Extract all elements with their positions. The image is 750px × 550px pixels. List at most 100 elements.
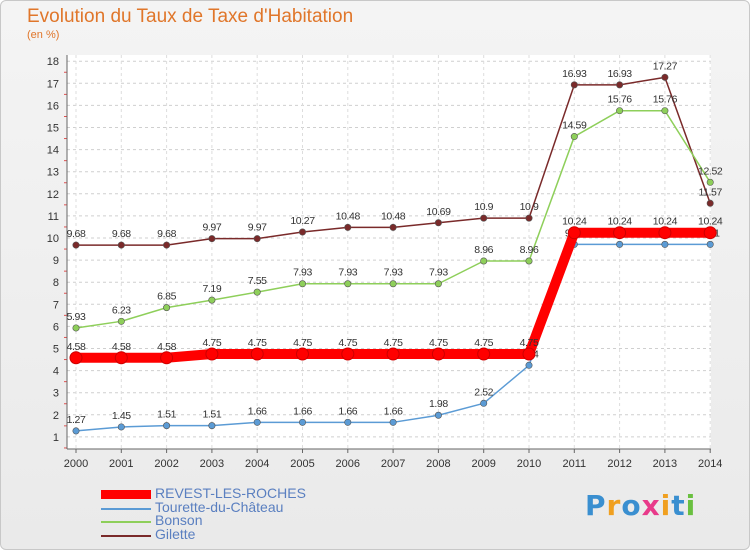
data-label: 7.93 xyxy=(338,267,357,279)
data-label: 4.75 xyxy=(384,337,403,349)
chart-subtitle: (en %) xyxy=(27,29,60,41)
data-label: 1.66 xyxy=(293,405,312,417)
data-point xyxy=(72,324,80,332)
data-label: 7.93 xyxy=(429,267,448,279)
data-label: 5.93 xyxy=(67,311,86,323)
data-label: 1.66 xyxy=(338,405,357,417)
legend-label: Bonson xyxy=(155,512,203,528)
data-point xyxy=(431,347,445,361)
data-label: 10.24 xyxy=(698,216,723,228)
data-label: 11.57 xyxy=(698,186,722,198)
legend-label: Tourette-du-Château xyxy=(155,498,284,515)
data-point xyxy=(117,317,125,325)
data-point xyxy=(434,411,442,419)
data-label: 1.66 xyxy=(384,405,403,417)
data-point xyxy=(570,133,578,141)
y-tick-label: 8 xyxy=(53,277,59,289)
data-label: 4.75 xyxy=(293,337,312,349)
data-point xyxy=(480,257,488,265)
data-label: 7.19 xyxy=(202,283,221,295)
data-point xyxy=(706,240,714,248)
data-point xyxy=(434,219,442,227)
data-point xyxy=(208,422,216,430)
data-label: 4.75 xyxy=(338,337,357,349)
y-tick-label: 7 xyxy=(53,299,59,311)
legend-item: REVEST-LES-ROCHES xyxy=(101,485,361,501)
x-tick-label: 2007 xyxy=(381,458,405,470)
y-tick-label: 9 xyxy=(53,255,59,267)
data-point xyxy=(298,228,306,236)
data-point xyxy=(205,347,219,361)
y-tick-label: 6 xyxy=(53,321,59,333)
data-point xyxy=(341,347,355,361)
data-label: 4.75 xyxy=(520,337,539,349)
data-point xyxy=(613,226,627,240)
legend-label: Gilette xyxy=(155,525,196,542)
data-point xyxy=(570,81,578,89)
logo-letter: i xyxy=(660,489,672,522)
data-label: 7.55 xyxy=(248,275,267,287)
data-label: 10.9 xyxy=(520,201,539,213)
data-label: 1.45 xyxy=(112,410,131,422)
data-point xyxy=(480,214,488,222)
data-label: 4.75 xyxy=(248,337,267,349)
data-point xyxy=(208,235,216,243)
data-point xyxy=(522,347,536,361)
x-tick-label: 2014 xyxy=(698,458,722,470)
data-point xyxy=(434,280,442,288)
data-label: 8.96 xyxy=(474,244,493,256)
data-point xyxy=(389,223,397,231)
data-label: 1.27 xyxy=(67,414,86,426)
data-point xyxy=(525,361,533,369)
y-tick-label: 2 xyxy=(53,410,59,422)
x-tick-label: 2008 xyxy=(426,458,450,470)
data-label: 14.59 xyxy=(562,120,587,132)
data-point xyxy=(253,235,261,243)
y-tick-label: 12 xyxy=(47,189,59,201)
data-label: 1.98 xyxy=(429,398,448,410)
logo-letter: o xyxy=(621,489,642,522)
data-point xyxy=(72,241,80,249)
data-point xyxy=(661,107,669,115)
y-tick-label: 15 xyxy=(47,123,59,135)
x-tick-label: 2006 xyxy=(336,458,360,470)
data-point xyxy=(616,81,624,89)
y-tick-label: 3 xyxy=(53,388,59,400)
data-label: 12.52 xyxy=(698,165,723,177)
data-label: 10.27 xyxy=(290,215,315,227)
data-point xyxy=(389,280,397,288)
data-point xyxy=(703,226,717,240)
data-point xyxy=(163,241,171,249)
data-label: 9.97 xyxy=(202,222,221,234)
logo-letter: t xyxy=(671,489,686,522)
data-label: 2.52 xyxy=(474,386,493,398)
data-label: 1.51 xyxy=(157,409,176,421)
legend-swatch xyxy=(101,507,151,510)
y-tick-label: 16 xyxy=(47,100,59,112)
data-label: 4.75 xyxy=(202,337,221,349)
logo-letter: x xyxy=(641,489,661,522)
data-point xyxy=(661,73,669,81)
data-label: 1.66 xyxy=(248,405,267,417)
data-label: 15.76 xyxy=(607,94,632,106)
data-label: 10.24 xyxy=(607,216,632,228)
data-label: 10.48 xyxy=(336,210,361,222)
data-label: 4.75 xyxy=(429,337,448,349)
data-label: 10.24 xyxy=(562,216,587,228)
data-point xyxy=(250,347,264,361)
logo-letter: P xyxy=(585,489,607,522)
data-label: 10.9 xyxy=(474,201,493,213)
data-point xyxy=(163,422,171,430)
logo-letter: i xyxy=(685,489,697,522)
legend-item: Tourette-du-Château xyxy=(101,498,361,515)
legend-swatch xyxy=(101,490,151,499)
x-tick-label: 2011 xyxy=(562,458,586,470)
legend-label: REVEST-LES-ROCHES xyxy=(155,485,306,501)
data-label: 9.68 xyxy=(67,228,86,240)
x-tick-label: 2012 xyxy=(607,458,631,470)
data-point xyxy=(114,351,128,365)
x-tick-label: 2005 xyxy=(290,458,314,470)
x-tick-label: 2004 xyxy=(245,458,269,470)
data-label: 7.93 xyxy=(384,267,403,279)
